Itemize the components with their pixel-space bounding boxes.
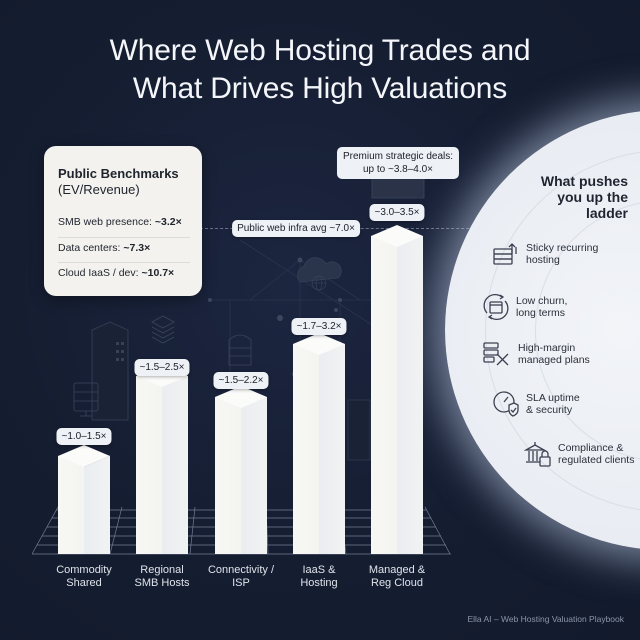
drivers-title: What pushes you up the ladder [478, 173, 628, 221]
bar-top [371, 225, 423, 247]
building-lock-icon [524, 442, 551, 467]
drivers-title-line: ladder [585, 205, 628, 221]
driver-label: managed plans [518, 354, 590, 366]
benchmark-row-cloud-iaas: Cloud IaaS / dev: ~10.7× [58, 262, 190, 284]
category-line: Managed & [368, 564, 426, 576]
category-label: Managed & Reg Cloud [357, 564, 437, 590]
bar-top [293, 333, 345, 355]
divider [58, 237, 190, 238]
benchmark-label: Cloud IaaS / dev: [58, 267, 142, 279]
divider [58, 262, 190, 263]
driver-label: long terms [516, 307, 566, 319]
benchmark-value: ~10.7× [141, 267, 175, 279]
calendar-cycle-icon [483, 293, 509, 321]
driver-label: Low churn, [516, 295, 568, 307]
driver-label: regulated clients [558, 454, 635, 466]
bar-value-label: ~1.5–2.2× [213, 372, 269, 389]
server-tools-icon [483, 342, 509, 366]
driver-item-sticky-hosting: Sticky recurring hosting [492, 240, 598, 268]
category-line: Reg Cloud [371, 577, 423, 589]
public-benchmarks-card: Public Benchmarks (EV/Revenue) SMB web p… [44, 146, 202, 296]
bar-value-label: ~1.0–1.5× [56, 428, 112, 445]
benchmark-row-datacenters: Data centers: ~7.3× [58, 237, 190, 259]
driver-label: SLA uptime [526, 392, 580, 404]
driver-label: Compliance & [558, 442, 624, 454]
driver-label: hosting [526, 254, 560, 266]
category-line: Regional [140, 564, 184, 576]
category-line: Connectivity / [207, 564, 275, 576]
benchmark-label: Data centers: [58, 242, 124, 254]
benchmarks-title: Public Benchmarks [58, 166, 179, 181]
bar-iaas-hosting [293, 333, 345, 554]
bar-value-label: ~1.5–2.5× [134, 359, 190, 376]
premium-line: Premium strategic deals: [342, 151, 454, 162]
category-label: Connectivity / ISP [201, 564, 281, 590]
bar-top [58, 445, 110, 467]
driver-item-compliance: Compliance & regulated clients [524, 440, 634, 468]
drivers-panel: What pushes you up the ladder Sticky rec… [478, 0, 640, 640]
category-label: Commodity Shared [44, 564, 124, 590]
benchmark-value: ~7.3× [123, 242, 151, 254]
footer-credit: Ella AI – Web Hosting Valuation Playbook [467, 614, 624, 624]
premium-line: up to ~3.8–4.0× [362, 164, 434, 175]
driver-item-low-churn: Low churn, long terms [482, 293, 567, 321]
driver-label: & security [526, 404, 573, 416]
drivers-title-line: you up the [557, 189, 628, 205]
benchmarks-subtitle: (EV/Revenue) [58, 182, 140, 197]
driver-item-sla-security: SLA uptime & security [492, 390, 580, 418]
benchmark-row-smb: SMB web presence: ~3.2× [58, 211, 190, 233]
bar-regional-smb-hosts [136, 365, 188, 554]
bar-connectivity-isp [215, 386, 267, 554]
drivers-title-line: What pushes [540, 173, 628, 189]
public-avg-reference-line [200, 228, 640, 229]
benchmark-label: SMB web presence: [58, 216, 155, 228]
category-line: Hosting [300, 577, 338, 589]
category-line: Shared [66, 577, 102, 589]
category-label: IaaS & Hosting [279, 564, 359, 590]
bar-top [215, 386, 267, 408]
bar-managed-reg-cloud [371, 225, 423, 554]
page-title: Where Web Hosting Trades and What Drives… [0, 32, 640, 108]
driver-item-managed-plans: High-margin managed plans [482, 340, 590, 368]
gauge-shield-icon [493, 391, 519, 417]
title-line-1: Where Web Hosting Trades and [109, 34, 531, 67]
category-line: Commodity [56, 564, 112, 576]
public-avg-annotation: Public web infra avg ~7.0× [232, 220, 360, 237]
title-line-2: What Drives High Valuations [132, 72, 508, 105]
benchmark-value: ~3.2× [154, 216, 182, 228]
premium-deals-annotation: Premium strategic deals: up to ~3.8–4.0× [336, 147, 460, 179]
driver-label: Sticky recurring [526, 242, 599, 254]
category-label: Regional SMB Hosts [122, 564, 202, 590]
category-line: SMB Hosts [134, 577, 190, 589]
bar-commodity-shared [58, 445, 110, 554]
bar-value-label: ~3.0–3.5× [369, 204, 425, 221]
bar-value-label: ~1.7–3.2× [291, 318, 347, 335]
category-line: ISP [232, 577, 250, 589]
server-upload-icon [493, 243, 517, 265]
driver-label: High-margin [518, 342, 576, 354]
category-line: IaaS & [302, 564, 336, 576]
